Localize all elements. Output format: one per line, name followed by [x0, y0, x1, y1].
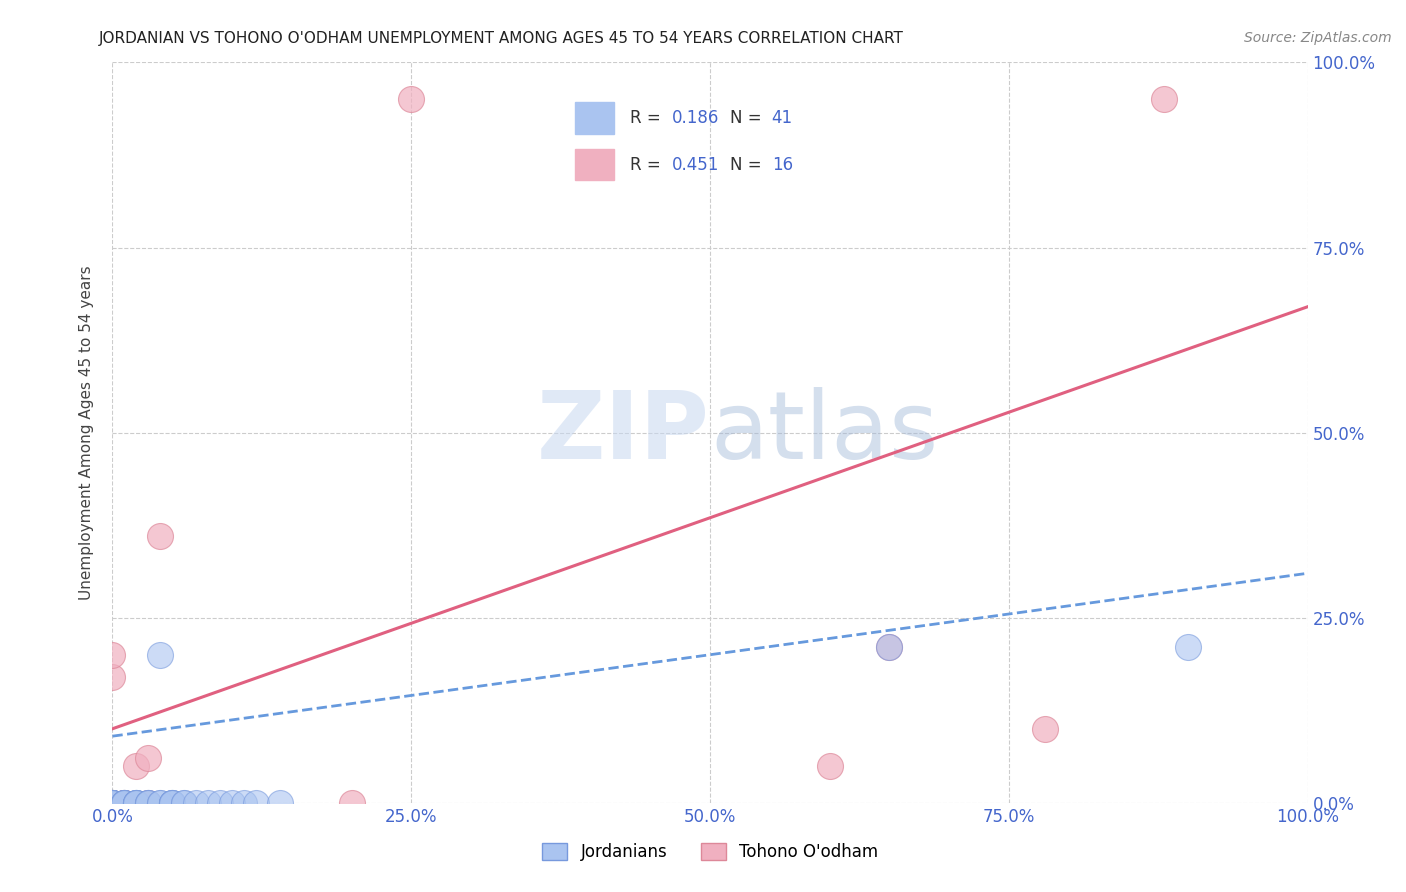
Point: [114, 796, 135, 810]
Point: [340, 796, 363, 810]
Point: [101, 796, 124, 810]
Point: [101, 670, 124, 684]
Point: [138, 796, 160, 810]
Point: [149, 648, 172, 662]
Point: [245, 796, 267, 810]
Point: [101, 796, 124, 810]
Point: [101, 796, 124, 810]
Point: [149, 529, 172, 543]
Point: [209, 796, 232, 810]
Point: [197, 796, 219, 810]
Point: [173, 796, 195, 810]
Point: [138, 796, 160, 810]
Point: [879, 640, 901, 655]
Text: atlas: atlas: [710, 386, 938, 479]
Legend: Jordanians, Tohono O'odham: Jordanians, Tohono O'odham: [543, 843, 877, 861]
Point: [125, 796, 148, 810]
Point: [101, 796, 124, 810]
Point: [114, 796, 135, 810]
Point: [1033, 722, 1056, 736]
Point: [401, 92, 423, 106]
Point: [101, 796, 124, 810]
Point: [125, 758, 148, 772]
Point: [162, 796, 183, 810]
Point: [101, 648, 124, 662]
Point: [1153, 92, 1175, 106]
Point: [101, 796, 124, 810]
Point: [186, 796, 208, 810]
Point: [269, 796, 291, 810]
Point: [138, 751, 160, 765]
Point: [114, 796, 135, 810]
Point: [138, 796, 160, 810]
Point: [149, 796, 172, 810]
Point: [818, 758, 841, 772]
Text: ZIP: ZIP: [537, 386, 710, 479]
Point: [162, 796, 183, 810]
Point: [101, 796, 124, 810]
Point: [125, 796, 148, 810]
Point: [125, 796, 148, 810]
Point: [101, 796, 124, 810]
Point: [149, 796, 172, 810]
Point: [101, 796, 124, 810]
Point: [114, 796, 135, 810]
Point: [101, 796, 124, 810]
Point: [101, 796, 124, 810]
Point: [138, 796, 160, 810]
Point: [233, 796, 256, 810]
Text: JORDANIAN VS TOHONO O'ODHAM UNEMPLOYMENT AMONG AGES 45 TO 54 YEARS CORRELATION C: JORDANIAN VS TOHONO O'ODHAM UNEMPLOYMENT…: [98, 31, 903, 46]
Point: [879, 640, 901, 655]
Point: [125, 796, 148, 810]
Point: [114, 796, 135, 810]
Point: [221, 796, 243, 810]
Point: [125, 796, 148, 810]
Text: Source: ZipAtlas.com: Source: ZipAtlas.com: [1244, 31, 1392, 45]
Point: [1177, 640, 1199, 655]
Point: [114, 796, 135, 810]
Y-axis label: Unemployment Among Ages 45 to 54 years: Unemployment Among Ages 45 to 54 years: [79, 265, 94, 600]
Point: [162, 796, 183, 810]
Point: [114, 796, 135, 810]
Point: [101, 796, 124, 810]
Point: [173, 796, 195, 810]
Point: [162, 796, 183, 810]
